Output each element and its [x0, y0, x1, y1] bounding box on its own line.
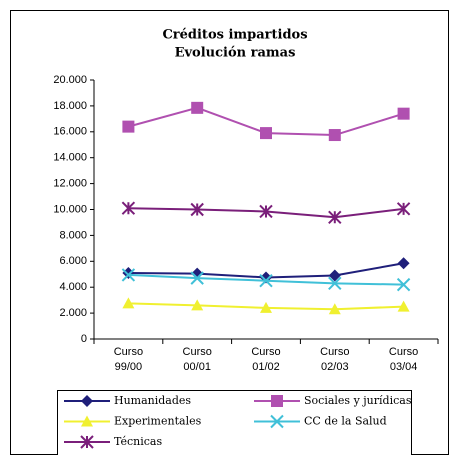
y-tick-label: 4.000 [59, 281, 87, 293]
legend-label: Experimentales [114, 415, 202, 428]
marker [328, 303, 341, 315]
y-tick-label: 8.000 [59, 229, 87, 241]
y-tick-label: 10.000 [53, 203, 87, 215]
marker [122, 120, 135, 133]
y-tick-label: 0 [81, 333, 87, 345]
marker [270, 414, 284, 429]
legend-label: Sociales y jurídicas [304, 394, 412, 407]
marker [190, 202, 204, 217]
x-tick-label: Curso 02/03 [320, 346, 350, 373]
marker [259, 274, 273, 288]
marker [397, 107, 410, 120]
marker [271, 395, 283, 407]
x-tick-label: Curso 00/01 [182, 346, 212, 373]
x-tick-label: Curso 01/02 [251, 346, 281, 373]
legend-label: Técnicas [114, 435, 162, 448]
marker [396, 202, 411, 216]
marker [260, 127, 272, 140]
marker [121, 201, 136, 215]
x-tick-label: Curso 03/04 [388, 346, 419, 373]
marker [122, 297, 135, 309]
marker [259, 204, 273, 219]
marker [260, 301, 272, 313]
marker [328, 129, 341, 142]
y-tick-label: 14.000 [53, 152, 87, 164]
legend-box [57, 390, 412, 455]
y-tick-label: 6.000 [59, 255, 87, 267]
y-tick-label: 12.000 [53, 178, 87, 190]
chart-subtitle: Evolución ramas [175, 46, 296, 61]
legend-label: Humanidades [114, 394, 191, 407]
legend-label: CC de la Salud [304, 415, 387, 428]
marker [81, 395, 93, 407]
marker [191, 267, 204, 280]
marker [191, 299, 204, 311]
y-tick-label: 20.000 [53, 74, 87, 86]
y-tick-label: 16.000 [53, 126, 87, 138]
marker [80, 435, 94, 449]
x-tick-label: Curso 99/00 [113, 346, 144, 373]
marker [122, 266, 135, 279]
y-tick-label: 2.000 [59, 307, 87, 319]
marker [328, 269, 341, 282]
marker [397, 257, 410, 270]
marker [191, 101, 204, 114]
marker [397, 300, 410, 312]
y-tick-label: 18.000 [53, 100, 87, 112]
marker [396, 277, 411, 292]
marker [121, 268, 136, 282]
marker [81, 415, 93, 427]
marker [328, 276, 342, 291]
marker [190, 271, 204, 285]
chart-title: Créditos impartidos [162, 28, 307, 43]
marker [328, 210, 342, 224]
